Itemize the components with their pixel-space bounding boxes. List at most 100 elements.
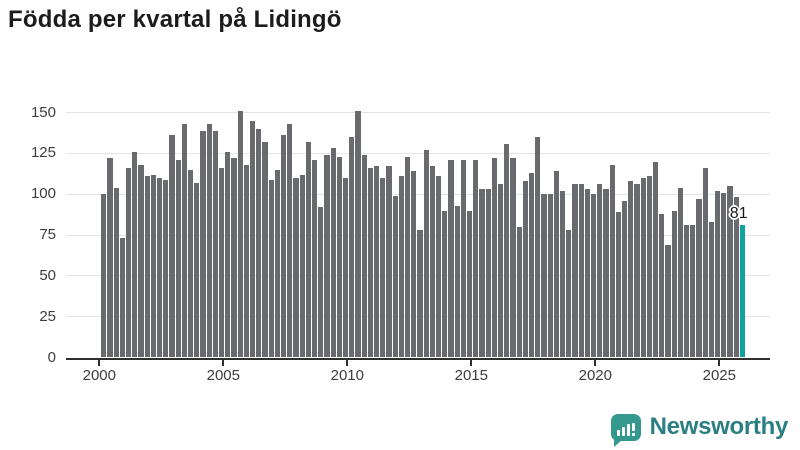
x-tick-2015 <box>470 359 473 366</box>
bar-2019-Q3 <box>584 189 590 358</box>
bar-2009-Q1 <box>324 155 330 358</box>
bar-2017-Q4 <box>541 194 547 358</box>
bar-2014-Q1 <box>448 159 454 358</box>
bar-2023-Q2 <box>677 187 683 358</box>
bar-2008-Q3 <box>312 159 318 358</box>
logo-bar-icon <box>621 426 625 436</box>
x-tick-2000 <box>98 359 101 366</box>
bar-2011-Q2 <box>380 177 386 358</box>
bar-2020-Q2 <box>603 189 609 358</box>
bar-2024-Q4 <box>715 190 721 358</box>
bar-2002-Q2 <box>157 177 163 358</box>
bar-2023-Q4 <box>690 225 696 358</box>
bar-2004-Q1 <box>200 130 206 358</box>
bar-2014-Q3 <box>460 159 466 358</box>
bar-2019-Q2 <box>578 184 584 358</box>
newsworthy-logo[interactable]: Newsworthy <box>610 413 789 447</box>
bar-2005-Q4 <box>243 164 249 358</box>
bar-2003-Q4 <box>194 182 200 358</box>
bar-2002-Q3 <box>163 179 169 358</box>
bar-2017-Q1 <box>522 181 528 358</box>
bar-2005-Q1 <box>225 151 231 358</box>
bar-2012-Q1 <box>398 176 404 358</box>
bar-2014-Q2 <box>454 205 460 358</box>
bar-2009-Q2 <box>330 148 336 358</box>
newsworthy-chart-bubble-icon <box>610 413 641 447</box>
bar-2025-Q2 <box>727 186 733 358</box>
bar-2023-Q1 <box>671 210 677 358</box>
bar-2016-Q3 <box>510 158 516 358</box>
y-axis-label-50: 50 <box>39 266 56 284</box>
bar-2000-Q2 <box>107 158 113 358</box>
logo-bar-icon <box>616 429 620 436</box>
bar-2024-Q2 <box>702 168 708 358</box>
bar-2002-Q4 <box>169 135 175 358</box>
last-value-annotation: 81 <box>729 205 748 223</box>
bar-2001-Q3 <box>138 164 144 358</box>
bar-2022-Q3 <box>659 213 665 358</box>
gridline-y-150 <box>66 112 770 114</box>
brand-name: Newsworthy <box>649 413 789 440</box>
bar-2006-Q1 <box>250 120 256 358</box>
bar-2013-Q1 <box>423 150 429 358</box>
bar-2007-Q2 <box>281 135 287 358</box>
bar-2021-Q1 <box>622 200 628 358</box>
bar-2001-Q1 <box>126 168 132 358</box>
logo-bar-icon <box>626 423 630 436</box>
bar-2018-Q3 <box>560 190 566 358</box>
bar-2016-Q4 <box>516 226 522 358</box>
bar-2020-Q3 <box>609 164 615 358</box>
bar-2004-Q2 <box>206 123 212 358</box>
bar-2003-Q2 <box>181 123 187 358</box>
bar-2011-Q3 <box>386 166 392 358</box>
bar-2018-Q4 <box>566 230 572 358</box>
x-tick-2025 <box>718 359 721 366</box>
bar-2015-Q3 <box>485 189 491 358</box>
bar-2007-Q4 <box>293 177 299 358</box>
bar-2021-Q3 <box>634 184 640 358</box>
y-axis-label-25: 25 <box>39 307 56 325</box>
bar-2012-Q4 <box>417 230 423 358</box>
bar-2021-Q4 <box>640 177 646 358</box>
bar-2001-Q2 <box>132 151 138 358</box>
logo-exclamation-icon <box>631 422 635 436</box>
bar-2003-Q1 <box>175 159 181 358</box>
y-axis-label-100: 100 <box>30 185 56 203</box>
bar-2022-Q2 <box>653 161 659 358</box>
x-axis-label-2015: 2015 <box>454 367 488 384</box>
bar-2019-Q1 <box>572 184 578 358</box>
bar-2024-Q1 <box>696 199 702 358</box>
bar-2011-Q4 <box>392 195 398 358</box>
bar-2009-Q4 <box>343 177 349 358</box>
bar-2013-Q2 <box>429 166 435 358</box>
x-axis-label-2010: 2010 <box>330 367 364 384</box>
bar-2016-Q2 <box>504 143 510 358</box>
bar-2004-Q4 <box>219 168 225 358</box>
page-title: Födda per kvartal på Lidingö <box>8 6 342 33</box>
bar-2016-Q1 <box>498 184 504 358</box>
bar-2015-Q1 <box>473 159 479 358</box>
bar-2013-Q4 <box>442 210 448 358</box>
x-tick-2010 <box>346 359 349 366</box>
bar-2004-Q3 <box>212 130 218 358</box>
bar-2003-Q3 <box>188 169 194 358</box>
bar-2008-Q2 <box>305 141 311 358</box>
bar-2013-Q3 <box>436 176 442 358</box>
bar-2014-Q4 <box>467 210 473 358</box>
x-axis-line <box>66 357 770 360</box>
bar-2023-Q3 <box>684 225 690 358</box>
bar-2000-Q1 <box>101 194 107 358</box>
bar-2018-Q1 <box>547 194 553 358</box>
bar-2008-Q4 <box>318 207 324 358</box>
gridline-y-125 <box>66 152 770 154</box>
x-axis-label-2025: 2025 <box>702 367 736 384</box>
bar-2018-Q2 <box>553 171 559 358</box>
bar-2020-Q4 <box>615 212 621 358</box>
gridline-y-100 <box>66 193 770 195</box>
bar-2019-Q4 <box>591 194 597 358</box>
bar-2025-Q3 <box>733 197 739 358</box>
bar-2025-Q1 <box>721 192 727 358</box>
bar-2021-Q2 <box>628 181 634 358</box>
bar-2012-Q2 <box>405 156 411 358</box>
